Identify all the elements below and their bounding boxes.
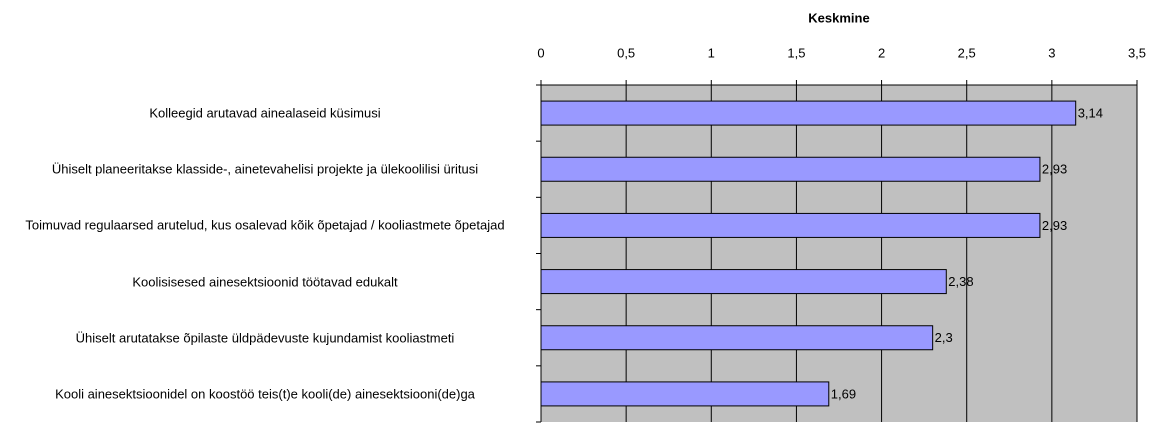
category-label: Ühiselt arutatakse õpilaste üldpädevuste…	[75, 330, 455, 346]
data-label: 2,93	[1042, 162, 1067, 177]
x-tick-label: 3,5	[1128, 45, 1146, 60]
bar	[540, 325, 934, 351]
bar	[540, 100, 1077, 126]
category-label: Ühiselt planeeritakse klasside-, ainetev…	[51, 161, 479, 177]
data-label: 1,69	[831, 386, 856, 401]
bar	[540, 212, 1041, 238]
category-label: Koolisisesed ainesektsioonid töötavad ed…	[132, 274, 398, 290]
data-label: 2,3	[935, 330, 953, 345]
data-label: 3,14	[1078, 106, 1103, 121]
bar	[540, 381, 830, 407]
bar	[540, 269, 947, 295]
x-tick-label: 3	[1048, 45, 1055, 60]
category-label: Kolleegid arutavad ainealaseid küsimusi	[149, 105, 381, 121]
x-tick-label: 2	[878, 45, 885, 60]
x-tick-label: 0	[537, 45, 544, 60]
bar	[540, 156, 1041, 182]
chart-title: Keskmine	[808, 10, 869, 25]
data-label: 2,38	[948, 274, 973, 289]
plot-area	[541, 85, 1137, 422]
category-label: Toimuvad regulaarsed arutelud, kus osale…	[25, 217, 505, 233]
data-label: 2,93	[1042, 218, 1067, 233]
category-label: Kooli ainesektsioonidel on koostöö teis(…	[55, 386, 475, 402]
x-tick-label: 1,5	[787, 45, 805, 60]
x-tick-label: 1	[708, 45, 715, 60]
x-tick-label: 0,5	[617, 45, 635, 60]
x-tick-label: 2,5	[958, 45, 976, 60]
